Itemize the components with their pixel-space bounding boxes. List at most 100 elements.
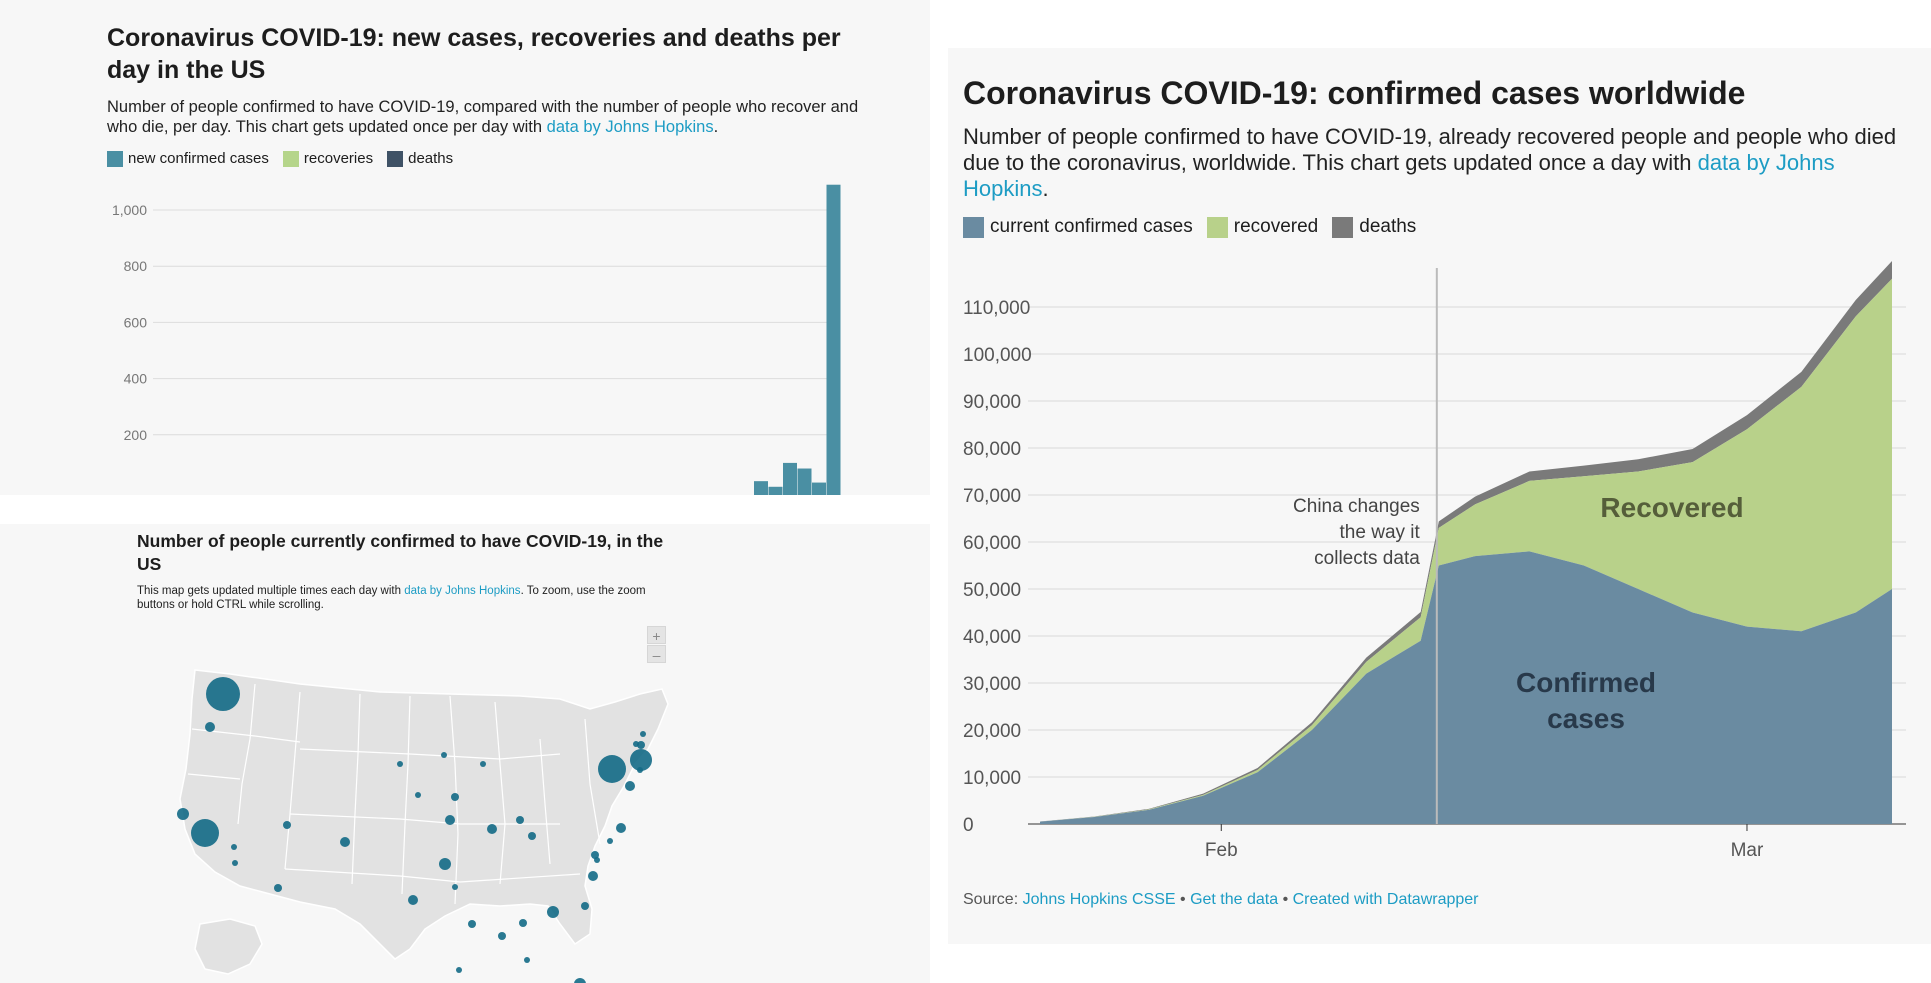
us-map-source-link[interactable]: data by Johns Hopkins bbox=[404, 585, 521, 597]
world-chart-title: Coronavirus COVID-19: confirmed cases wo… bbox=[963, 75, 1746, 111]
world-desc-end: . bbox=[1042, 176, 1049, 201]
area-label-recovered: Recovered bbox=[1600, 492, 1743, 523]
y-tick-label: 30,000 bbox=[963, 674, 1021, 695]
map-bubble bbox=[588, 871, 598, 881]
world-area-chart-panel: Coronavirus COVID-19: confirmed cases wo… bbox=[948, 48, 1931, 944]
us-bar-desc-text: Number of people confirmed to have COVID… bbox=[107, 98, 859, 136]
y-tick-label: 400 bbox=[124, 371, 148, 387]
legend-item-recoveries: recoveries bbox=[282, 150, 374, 167]
world-area-plot: 0 10,000 20,000 30,000 40,000 50,000 60,000 70,… bbox=[963, 260, 1906, 861]
map-bubble bbox=[340, 837, 350, 847]
area-confirmed bbox=[1040, 551, 1892, 824]
map-bubble bbox=[231, 844, 237, 850]
map-bubble bbox=[607, 838, 613, 844]
us-bar-source-link[interactable]: data by Johns Hopkins bbox=[546, 118, 714, 136]
annotation-text: collects data bbox=[1314, 548, 1420, 569]
map-bubble bbox=[625, 781, 635, 791]
map-bubble bbox=[581, 902, 589, 910]
y-tick-label: 50,000 bbox=[963, 580, 1021, 601]
annotation-text: the way it bbox=[1340, 522, 1421, 543]
legend-swatch bbox=[387, 150, 404, 167]
y-tick-label: 70,000 bbox=[963, 486, 1021, 507]
map-bubble bbox=[591, 851, 599, 859]
legend-swatch bbox=[282, 150, 299, 167]
map-bubble bbox=[516, 816, 524, 824]
map-bubble bbox=[232, 860, 238, 866]
y-tick-label: 10,000 bbox=[963, 768, 1021, 789]
legend-item-current-cases: current confirmed cases bbox=[963, 216, 1193, 238]
bar bbox=[783, 462, 797, 495]
legend-swatch bbox=[963, 216, 984, 238]
map-bubble bbox=[451, 793, 459, 801]
world-desc-text: Number of people confirmed to have COVID… bbox=[963, 124, 1897, 175]
x-tick-label: Feb bbox=[1205, 840, 1238, 861]
y-tick-label: 20,000 bbox=[963, 721, 1021, 742]
y-tick-label: 40,000 bbox=[963, 627, 1021, 648]
separator: • bbox=[1175, 891, 1191, 908]
datawrapper-link[interactable]: Created with Datawrapper bbox=[1292, 891, 1479, 908]
map-bubble bbox=[630, 749, 652, 771]
bar bbox=[826, 184, 841, 495]
map-bubble bbox=[633, 741, 639, 747]
map-bubble bbox=[616, 823, 626, 833]
map-bubble bbox=[397, 761, 403, 767]
legend-item-recovered: recovered bbox=[1206, 216, 1319, 238]
annotation-text: China changes bbox=[1293, 496, 1420, 517]
world-legend: current confirmed cases recovered deaths bbox=[963, 216, 1430, 238]
legend-item-new-cases: new confirmed cases bbox=[107, 150, 269, 167]
us-map-desc-text: This map gets updated multiple times eac… bbox=[137, 585, 405, 597]
map-bubbles bbox=[177, 677, 652, 983]
legend-label: recovered bbox=[1233, 216, 1319, 237]
map-bubble bbox=[274, 884, 282, 892]
y-tick-label: 1,000 bbox=[112, 202, 147, 218]
us-bar-desc-end: . bbox=[713, 118, 719, 136]
map-bubble bbox=[408, 895, 418, 905]
area-label-confirmed: cases bbox=[1547, 703, 1625, 734]
legend-swatch bbox=[107, 150, 123, 167]
legend-item-deaths: deaths bbox=[387, 150, 453, 167]
world-chart-description: Number of people confirmed to have COVID… bbox=[963, 124, 1913, 202]
source-line: Source: Johns Hopkins CSSE • Get the dat… bbox=[963, 891, 1479, 909]
map-bubble bbox=[177, 808, 189, 820]
get-data-link[interactable]: Get the data bbox=[1190, 891, 1279, 908]
us-map-description: This map gets updated multiple times eac… bbox=[137, 584, 677, 612]
map-bubble bbox=[524, 957, 530, 963]
area-label-confirmed: Confirmed bbox=[1516, 667, 1656, 698]
legend-label: deaths bbox=[1359, 216, 1417, 237]
y-tick-label: 90,000 bbox=[963, 392, 1021, 413]
bar bbox=[768, 486, 783, 495]
map-bubble bbox=[487, 824, 497, 834]
world-source-link[interactable]: data by Johns Hopkins bbox=[963, 150, 1835, 201]
y-tick-label: 800 bbox=[124, 258, 148, 274]
map-bubble bbox=[547, 906, 559, 918]
y-tick-label: 60,000 bbox=[963, 533, 1021, 554]
us-map-title: Number of people currently confirmed to … bbox=[137, 531, 664, 574]
map-bubble bbox=[206, 677, 240, 711]
area-recovered bbox=[1040, 278, 1892, 822]
map-bubble bbox=[640, 731, 646, 737]
y-tick-label: 0 bbox=[963, 815, 974, 836]
bar bbox=[754, 481, 768, 495]
map-bubble bbox=[456, 967, 462, 973]
us-bar-plot: 200 400 600 800 1,000 bbox=[112, 184, 841, 495]
bar bbox=[797, 468, 812, 495]
map-bubble bbox=[637, 741, 645, 749]
map-bubble bbox=[445, 815, 455, 825]
map-bubble bbox=[283, 821, 291, 829]
map-bubble bbox=[468, 920, 476, 928]
y-tick-label: 80,000 bbox=[963, 439, 1021, 460]
us-map[interactable] bbox=[0, 524, 930, 983]
zoom-out-button[interactable]: – bbox=[647, 645, 666, 663]
us-bar-chart-description: Number of people confirmed to have COVID… bbox=[107, 97, 867, 137]
y-tick-label: 110,000 bbox=[963, 298, 1030, 319]
source-link[interactable]: Johns Hopkins CSSE bbox=[1022, 891, 1176, 908]
map-bubble bbox=[598, 755, 626, 783]
map-bubble bbox=[498, 932, 506, 940]
us-bar-chart-panel: Coronavirus COVID-19: new cases, recover… bbox=[0, 0, 930, 495]
source-label: Source: bbox=[963, 891, 1023, 908]
map-bubble bbox=[205, 722, 215, 732]
us-map-desc-end: . To zoom, use the zoom buttons or hold … bbox=[137, 585, 646, 611]
zoom-in-button[interactable]: + bbox=[647, 626, 666, 644]
legend-label: recoveries bbox=[303, 150, 374, 167]
map-bubble bbox=[528, 832, 536, 840]
